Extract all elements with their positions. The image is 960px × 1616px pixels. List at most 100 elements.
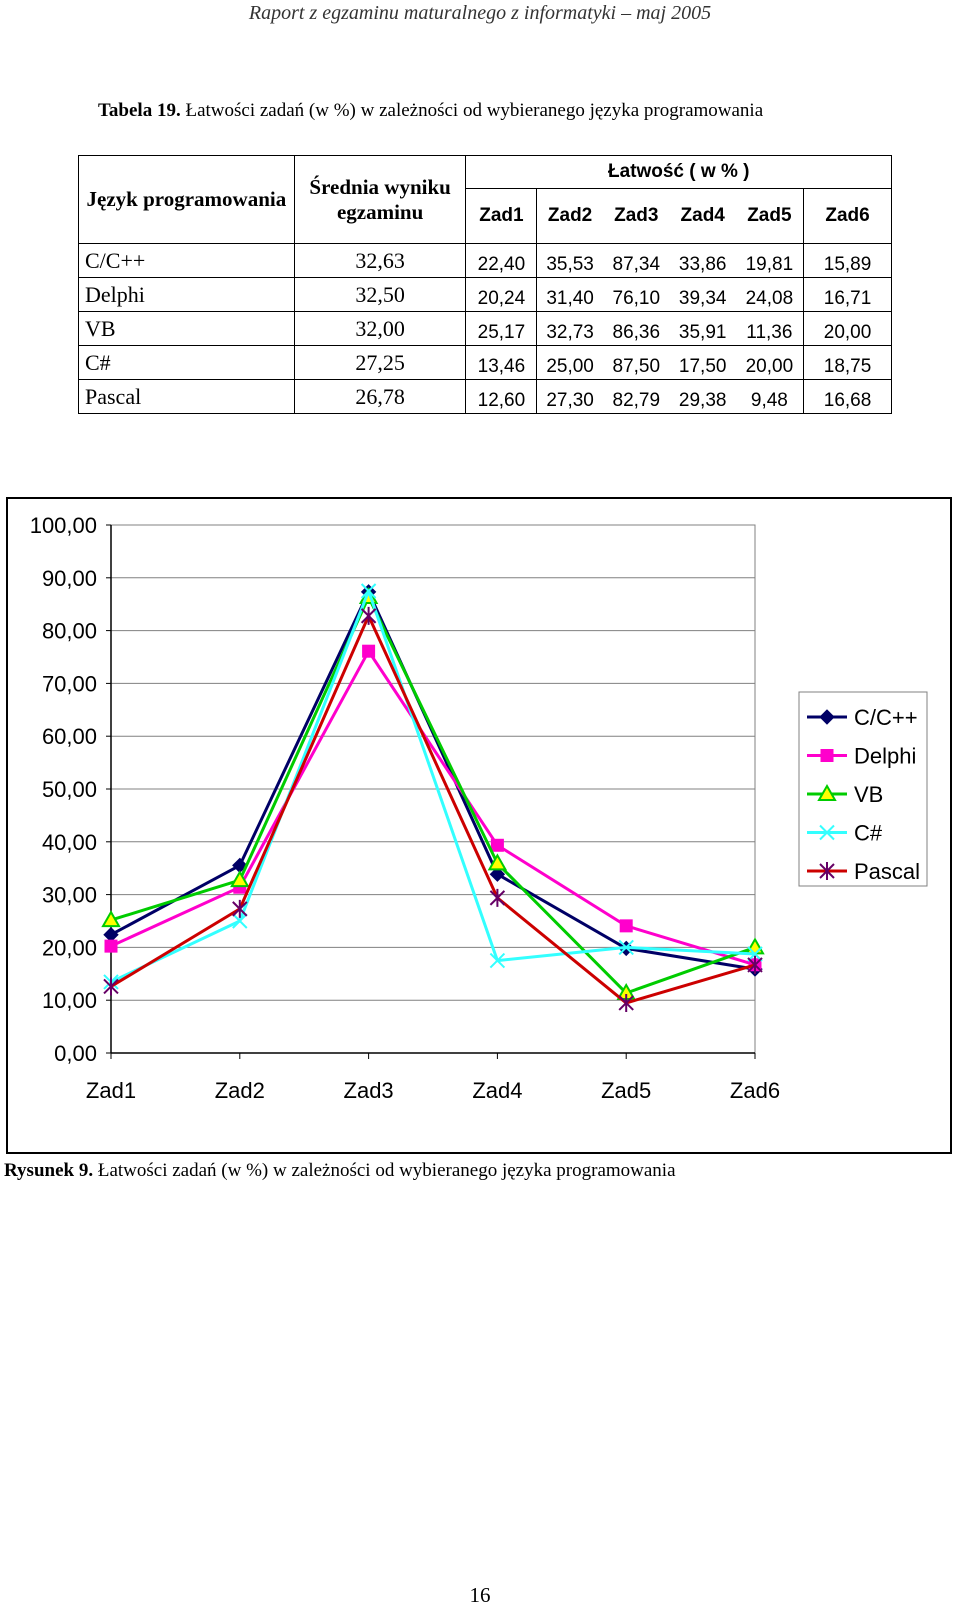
legend-label: VB <box>854 782 883 807</box>
data-point-pascal <box>103 977 119 996</box>
data-point-delphi <box>362 644 376 658</box>
header-task: Zad3 <box>602 188 670 244</box>
legend-marker-vb <box>817 783 837 801</box>
x-tick-label: Zad1 <box>86 1078 136 1103</box>
figure-caption-label: Rysunek 9. <box>4 1160 94 1181</box>
header-task: Zad2 <box>536 188 603 244</box>
cell-value: 19,81 <box>735 243 804 278</box>
table-row: Delphi 32,50 20,24 31,40 76,10 39,34 24,… <box>78 277 892 312</box>
cell-language: C# <box>78 345 295 380</box>
cell-value: 20,24 <box>465 277 538 312</box>
cell-value: 16,68 <box>803 379 892 414</box>
y-tick-label: 0,00 <box>54 1041 97 1066</box>
cell-average: 32,63 <box>293 243 467 278</box>
data-point-delphi <box>490 838 504 852</box>
data-point-c <box>747 946 763 962</box>
cell-value: 9,48 <box>735 379 804 414</box>
header-task: Zad6 <box>803 188 892 244</box>
table-caption-label: Tabela 19. <box>98 100 181 121</box>
table-row: C/C++ 32,63 22,40 35,53 87,34 33,86 19,8… <box>78 243 892 278</box>
cell-value: 35,91 <box>669 311 736 346</box>
figure-caption-text: Łatwości zadań (w %) w zależności od wyb… <box>97 1160 676 1181</box>
data-point-c-c <box>489 866 506 882</box>
y-tick-label: 40,00 <box>42 830 97 855</box>
cell-value: 25,00 <box>536 345 603 380</box>
data-point-pascal <box>360 606 377 625</box>
page-number: 16 <box>469 1583 491 1607</box>
cell-language: Delphi <box>78 277 295 312</box>
line-chart: 0,00 10,00 20,00 30,00 40,00 50,00 60,00 70,00 8… <box>30 513 928 1103</box>
legend-marker-c <box>819 824 835 841</box>
data-point-c <box>489 952 506 969</box>
cell-language: Pascal <box>78 379 295 414</box>
cell-value: 20,00 <box>803 311 892 346</box>
header-language: Język programowania <box>78 155 295 244</box>
legend-label: C# <box>854 821 883 846</box>
figure-caption: Rysunek 9. Łatwości zadań (w %) w zależn… <box>4 1160 676 1182</box>
data-point-c <box>618 939 634 956</box>
data-point-pascal <box>489 888 506 907</box>
data-point-c <box>360 583 377 599</box>
legend-label: C/C++ <box>854 705 918 730</box>
cell-average: 26,78 <box>293 379 467 414</box>
cell-value: 15,89 <box>803 243 892 278</box>
legend-marker-c-c <box>819 709 835 725</box>
cell-value: 25,17 <box>465 311 538 346</box>
x-tick-label: Zad5 <box>601 1078 651 1103</box>
header-ease-group: Łatwość ( w % ) <box>465 155 892 189</box>
table-caption-text: Łatwości zadań (w %) w zależności od wyb… <box>185 100 764 121</box>
legend-box <box>798 691 928 887</box>
data-point-vb <box>230 870 250 888</box>
table-row: C# 27,25 13,46 25,00 87,50 17,50 20,00 1… <box>78 345 892 380</box>
cell-value: 12,60 <box>465 379 538 414</box>
cell-value: 35,53 <box>536 243 603 278</box>
table-row: VB 32,00 25,17 32,73 86,36 35,91 11,36 2… <box>78 311 892 346</box>
cell-average: 27,25 <box>293 345 467 380</box>
cell-average: 32,00 <box>293 311 467 346</box>
chart-frame: 0,00 10,00 20,00 30,00 40,00 50,00 60,00 70,00 8… <box>6 497 952 1154</box>
cell-value: 76,10 <box>602 277 670 312</box>
cell-value: 86,36 <box>602 311 670 346</box>
data-point-delphi <box>619 919 633 933</box>
cell-value: 18,75 <box>803 345 892 380</box>
y-tick-label: 30,00 <box>42 883 97 908</box>
x-tick-label: Zad6 <box>730 1078 780 1103</box>
cell-value: 24,08 <box>735 277 804 312</box>
data-point-vb <box>487 853 508 871</box>
legend-label: Delphi <box>854 744 916 769</box>
header-average: Średnia wyniku egzaminu <box>293 155 467 244</box>
ease-table: Język programowania Średnia wyniku egzam… <box>78 155 892 414</box>
data-point-c <box>232 913 248 929</box>
data-point-pascal <box>618 993 634 1012</box>
series-line-delphi <box>110 649 756 967</box>
y-tick-label: 10,00 <box>42 988 97 1013</box>
cell-value: 29,38 <box>669 379 736 414</box>
legend-marker-pascal <box>819 862 835 880</box>
cell-value: 39,34 <box>669 277 736 312</box>
y-tick-label: 50,00 <box>42 777 97 802</box>
data-point-pascal <box>232 899 248 918</box>
data-point-delphi <box>104 939 118 953</box>
y-tick-label: 90,00 <box>42 566 97 591</box>
cell-value: 13,46 <box>465 345 538 380</box>
y-tick-label: 70,00 <box>42 671 97 696</box>
x-tick-label: Zad4 <box>472 1078 522 1103</box>
header-task: Zad5 <box>735 188 804 244</box>
series-line-vb <box>110 595 756 995</box>
cell-value: 17,50 <box>669 345 736 380</box>
cell-value: 20,00 <box>735 345 804 380</box>
table-caption: Tabela 19. Łatwości zadań (w %) w zależn… <box>98 100 763 122</box>
table-row: Pascal 26,78 12,60 27,30 82,79 29,38 9,4… <box>78 379 892 414</box>
header-task: Zad1 <box>465 188 538 244</box>
header-task: Zad4 <box>669 188 736 244</box>
cell-value: 11,36 <box>735 311 804 346</box>
cell-value: 33,86 <box>669 243 736 278</box>
cell-average: 32,50 <box>293 277 467 312</box>
legend-marker-delphi <box>820 749 834 762</box>
cell-value: 87,34 <box>602 243 670 278</box>
y-tick-label: 80,00 <box>42 619 97 644</box>
series-line-pascal <box>110 614 756 1005</box>
series-line-c <box>110 589 756 984</box>
cell-value: 31,40 <box>536 277 603 312</box>
cell-value: 16,71 <box>803 277 892 312</box>
